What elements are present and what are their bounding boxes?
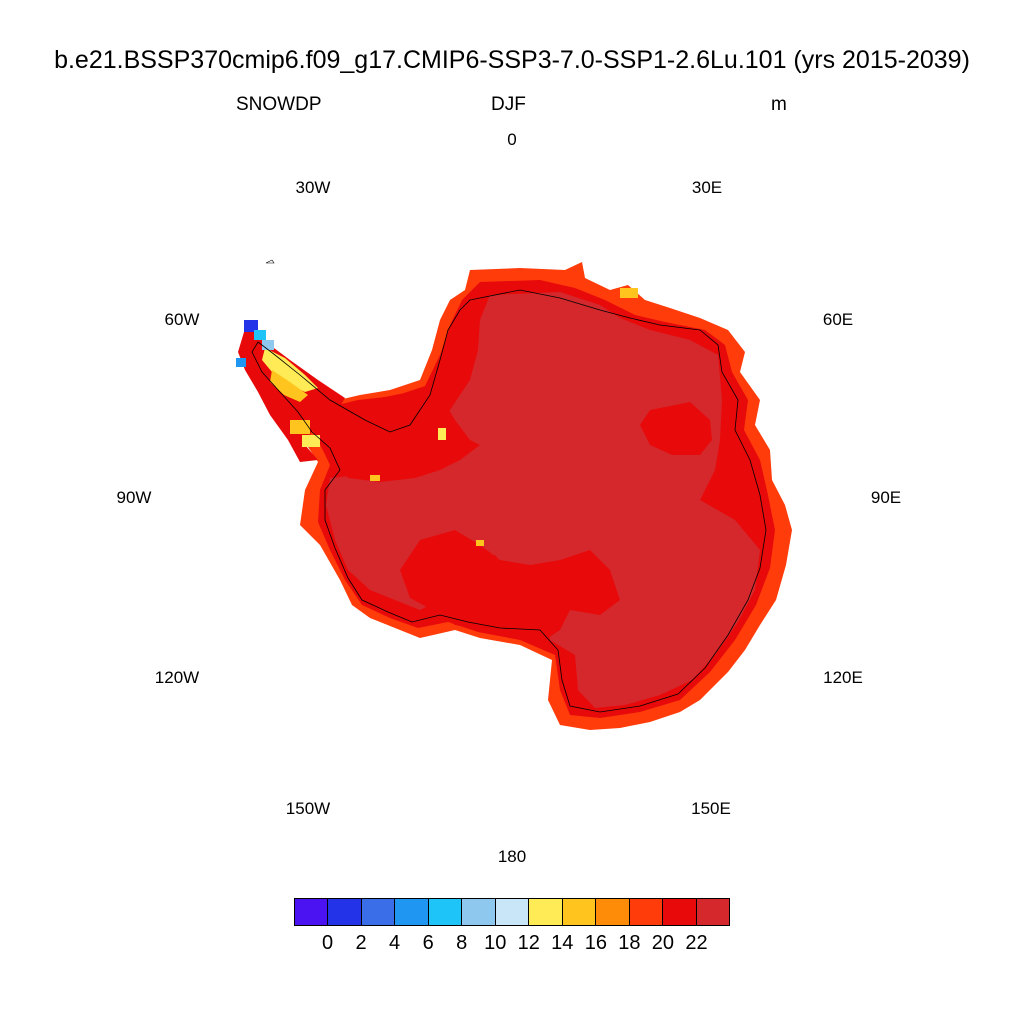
speck-2	[370, 475, 380, 481]
amery-region	[640, 402, 712, 455]
season-label: DJF	[491, 94, 526, 115]
colorbar-label-1: 2	[355, 932, 367, 954]
lon-label-180: 180	[497, 847, 527, 866]
colorbar-box-6	[495, 899, 530, 925]
colorbar-label-3: 6	[422, 932, 434, 954]
colorbar-box-10	[629, 899, 664, 925]
speck-3	[476, 540, 484, 546]
peninsula-blue-cell-2	[236, 358, 246, 367]
lon-label-30w: 30W	[295, 178, 331, 197]
peninsula-cyan-cell	[254, 330, 266, 340]
colorbar-box-3	[395, 899, 429, 925]
coastline	[251, 289, 767, 713]
lon-label-90e: 90E	[870, 488, 902, 507]
ross-region	[400, 530, 620, 640]
lon-label-120w: 120W	[154, 668, 200, 687]
interior-plateau	[326, 292, 760, 708]
colorbar-box-2	[361, 899, 396, 925]
speck-1	[438, 428, 446, 440]
colorbar-box-5	[462, 899, 496, 925]
colorbar-label-11: 22	[685, 932, 708, 954]
units-label: m	[771, 94, 787, 115]
lon-label-30e: 30E	[691, 178, 723, 197]
variable-label: SNOWDP	[236, 94, 322, 115]
plot-title: b.e21.BSSP370cmip6.f09_g17.CMIP6-SSP3-7.…	[54, 46, 970, 74]
peninsula-lightblue-cell	[262, 340, 274, 350]
lon-label-90w: 90W	[116, 488, 152, 507]
colorbar-label-0: 0	[321, 932, 334, 954]
colorbar	[294, 898, 730, 926]
colorbar-box-4	[428, 899, 463, 925]
colorbar-box-7	[529, 899, 563, 925]
peninsula-blue-cell	[244, 320, 258, 332]
colorbar-label-6: 12	[517, 932, 540, 954]
colorbar-box-0	[295, 899, 329, 925]
speck-4	[620, 288, 638, 298]
lon-label-60w: 60W	[164, 310, 200, 329]
colorbar-label-9: 18	[618, 932, 641, 954]
peninsula-yellow-cell	[302, 435, 320, 447]
colorbar-label-10: 20	[651, 932, 675, 954]
lon-label-0: 0	[507, 130, 517, 149]
lon-label-120e: 120E	[823, 668, 863, 687]
colorbar-box-9	[596, 899, 630, 925]
lon-label-150w: 150W	[285, 799, 331, 818]
colorbar-label-7: 14	[551, 932, 574, 954]
colorbar-box-8	[562, 899, 597, 925]
colorbar-box-1	[328, 899, 362, 925]
peninsula-yellow	[262, 348, 318, 392]
peninsula-orange	[270, 370, 308, 402]
colorbar-label-8: 16	[584, 932, 607, 954]
colorbar-box-11	[663, 899, 697, 925]
colorbar-label-2: 4	[389, 932, 401, 954]
peninsula-orange-cell	[290, 420, 310, 434]
colorbar-box-12	[696, 899, 730, 925]
lon-label-150e: 150E	[691, 799, 731, 818]
island-outline	[265, 259, 275, 264]
lon-label-60e: 60E	[822, 310, 854, 329]
colorbar-label-4: 8	[456, 932, 468, 954]
colorbar-label-5: 10	[484, 932, 507, 954]
weddell-region	[330, 385, 480, 482]
